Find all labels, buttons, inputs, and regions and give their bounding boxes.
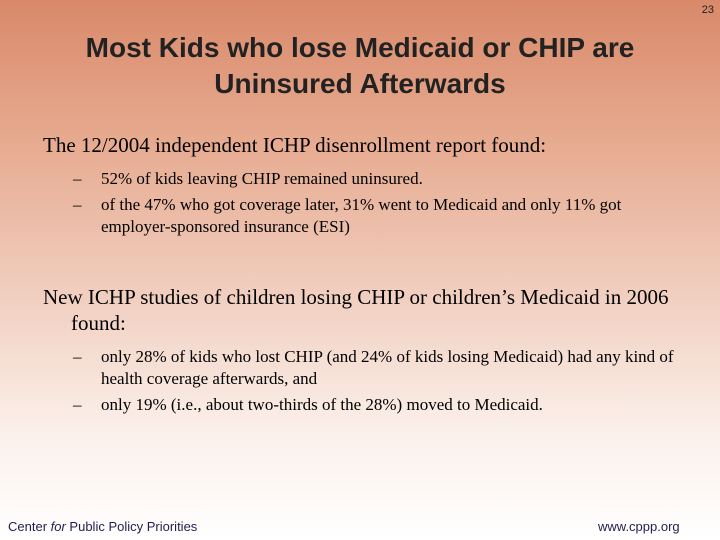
slide-title: Most Kids who lose Medicaid or CHIP are … bbox=[0, 30, 720, 102]
bullet-list: – 52% of kids leaving CHIP remained unin… bbox=[43, 168, 683, 238]
bullet-text: only 19% (i.e., about two-thirds of the … bbox=[101, 395, 543, 414]
list-item: – only 28% of kids who lost CHIP (and 24… bbox=[43, 346, 683, 390]
footer-organization: Center for Public Policy Priorities bbox=[8, 519, 197, 534]
bullet-text: 52% of kids leaving CHIP remained uninsu… bbox=[101, 169, 423, 188]
bullet-text: of the 47% who got coverage later, 31% w… bbox=[101, 195, 622, 236]
section-lead: New ICHP studies of children losing CHIP… bbox=[43, 285, 669, 335]
bullet-dash: – bbox=[73, 195, 82, 214]
bullet-dash: – bbox=[73, 395, 82, 414]
bullet-dash: – bbox=[73, 347, 82, 366]
footer-org-prefix: Center bbox=[8, 519, 51, 534]
list-item: – 52% of kids leaving CHIP remained unin… bbox=[43, 168, 683, 190]
page-number: 23 bbox=[701, 4, 714, 16]
slide-title-line-1: Most Kids who lose Medicaid or CHIP are bbox=[85, 32, 635, 63]
bullet-dash: – bbox=[73, 169, 82, 188]
bullet-list: – only 28% of kids who lost CHIP (and 24… bbox=[43, 346, 683, 416]
list-item: – only 19% (i.e., about two-thirds of th… bbox=[43, 394, 683, 416]
section-2004-report: The 12/2004 independent ICHP disenrollme… bbox=[43, 132, 683, 242]
bullet-text: only 28% of kids who lost CHIP (and 24% … bbox=[101, 347, 674, 388]
slide-title-line-2: Uninsured Afterwards bbox=[214, 68, 506, 99]
section-2006-studies: New ICHP studies of children losing CHIP… bbox=[43, 284, 683, 420]
footer-org-italic: for bbox=[50, 519, 66, 534]
list-item: – of the 47% who got coverage later, 31%… bbox=[43, 194, 683, 238]
section-lead: The 12/2004 independent ICHP disenrollme… bbox=[43, 133, 547, 157]
footer-org-suffix: Public Policy Priorities bbox=[65, 519, 198, 534]
footer-url: www.cppp.org bbox=[598, 519, 680, 534]
